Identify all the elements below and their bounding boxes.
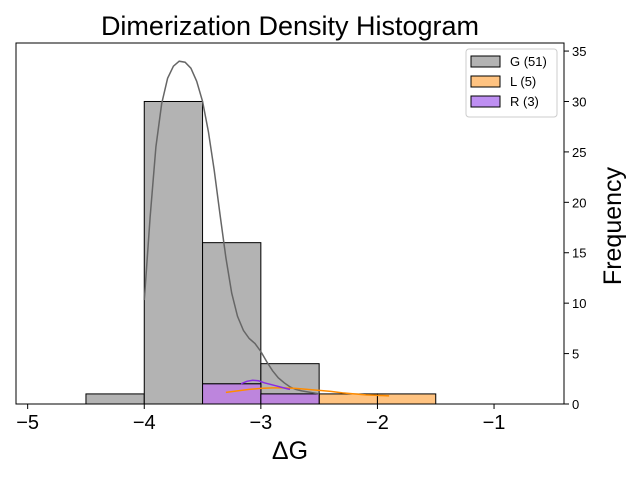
legend-swatch	[470, 75, 501, 88]
y-tick-label: 5	[572, 347, 579, 362]
legend: G (51) L (5) R (3)	[465, 48, 558, 118]
y-tick-label: 0	[572, 397, 579, 412]
kde-curves	[143, 60, 390, 397]
x-tick-label: −3	[249, 412, 272, 434]
y-tick-label: 35	[572, 44, 586, 59]
x-tick-label: −1	[483, 412, 506, 434]
y-tick-label: 15	[572, 246, 586, 261]
x-axis: −5 −4 −3 −2 −1	[16, 404, 505, 434]
y-tick-label: 20	[572, 195, 586, 210]
kde-line-2	[240, 379, 291, 391]
x-tick-label: −5	[16, 412, 39, 434]
y-tick-label: 30	[572, 94, 586, 109]
bar-0-3	[202, 242, 262, 405]
x-tick-label: −2	[366, 412, 389, 434]
bar-0-1	[85, 393, 145, 405]
legend-label: L (5)	[510, 74, 536, 89]
plot-area-frame	[15, 42, 565, 405]
y-tick-label: 10	[572, 296, 586, 311]
x-tick-label: −4	[133, 412, 156, 434]
kde-line-1	[225, 387, 390, 397]
legend-swatch	[470, 95, 501, 108]
bar-2-0	[202, 383, 262, 405]
legend-label: R (3)	[510, 94, 539, 109]
bar-0-2	[143, 100, 204, 405]
y-tick-label: 25	[572, 145, 586, 160]
chart-title: Dimerization Density Histogram	[101, 11, 479, 41]
y-axis-label: Frequency	[599, 166, 627, 285]
legend-label: G (51)	[510, 54, 547, 69]
bar-2-1	[260, 393, 320, 405]
kde-line-0	[143, 60, 320, 395]
x-axis-label: ΔG	[272, 437, 308, 465]
y-axis-right: 0 5 10 15 20 25 30 35	[564, 44, 586, 412]
histogram-bars	[85, 100, 437, 405]
legend-swatch	[470, 55, 501, 68]
